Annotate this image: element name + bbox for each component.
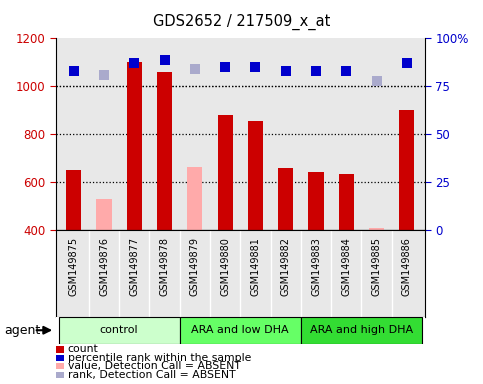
Text: GSM149879: GSM149879 bbox=[190, 237, 200, 296]
Bar bbox=[66, 170, 81, 230]
Text: GSM149885: GSM149885 bbox=[371, 237, 382, 296]
Text: GSM149878: GSM149878 bbox=[159, 237, 170, 296]
Text: control: control bbox=[100, 325, 139, 335]
Bar bbox=[339, 174, 354, 230]
Text: GSM149884: GSM149884 bbox=[341, 237, 351, 296]
Bar bbox=[301, 317, 422, 344]
Text: ARA and high DHA: ARA and high DHA bbox=[310, 325, 413, 335]
Bar bbox=[217, 115, 233, 230]
Text: agent: agent bbox=[4, 324, 40, 337]
Bar bbox=[157, 72, 172, 230]
Text: percentile rank within the sample: percentile rank within the sample bbox=[68, 353, 251, 363]
Bar bbox=[278, 168, 293, 230]
Bar bbox=[180, 317, 301, 344]
Bar bbox=[187, 167, 202, 230]
Bar bbox=[58, 317, 180, 344]
Bar bbox=[127, 62, 142, 230]
Text: GSM149886: GSM149886 bbox=[402, 237, 412, 296]
Text: GSM149883: GSM149883 bbox=[311, 237, 321, 296]
Bar bbox=[369, 228, 384, 230]
Bar bbox=[309, 172, 324, 230]
Text: GSM149880: GSM149880 bbox=[220, 237, 230, 296]
Text: GDS2652 / 217509_x_at: GDS2652 / 217509_x_at bbox=[153, 13, 330, 30]
Text: rank, Detection Call = ABSENT: rank, Detection Call = ABSENT bbox=[68, 370, 235, 380]
Text: GSM149875: GSM149875 bbox=[69, 237, 79, 296]
Text: GSM149876: GSM149876 bbox=[99, 237, 109, 296]
Bar bbox=[97, 199, 112, 230]
Text: ARA and low DHA: ARA and low DHA bbox=[191, 325, 289, 335]
Text: count: count bbox=[68, 344, 99, 354]
Text: GSM149882: GSM149882 bbox=[281, 237, 291, 296]
Bar bbox=[248, 121, 263, 230]
Bar bbox=[399, 111, 414, 230]
Text: GSM149881: GSM149881 bbox=[251, 237, 260, 296]
Text: GSM149877: GSM149877 bbox=[129, 237, 139, 296]
Text: value, Detection Call = ABSENT: value, Detection Call = ABSENT bbox=[68, 361, 241, 371]
